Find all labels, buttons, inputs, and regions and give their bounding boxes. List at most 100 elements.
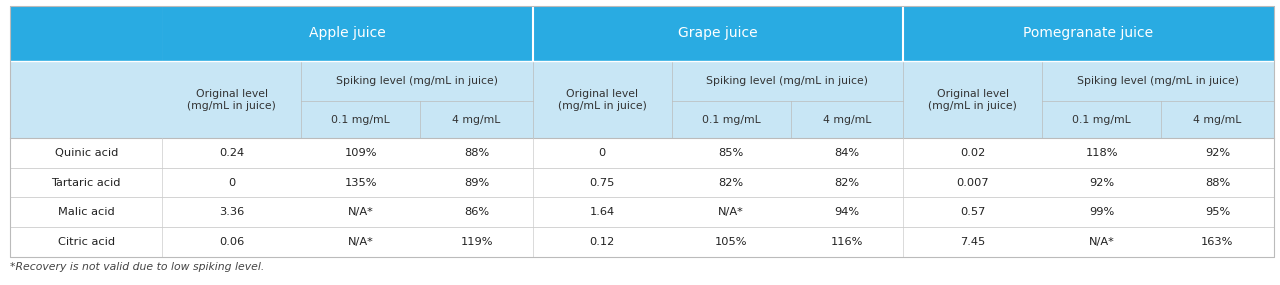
Bar bbox=[10, 6, 1274, 256]
Text: 84%: 84% bbox=[835, 148, 860, 158]
Text: 88%: 88% bbox=[1204, 178, 1230, 188]
Text: N/A*: N/A* bbox=[348, 237, 374, 247]
Text: 95%: 95% bbox=[1204, 207, 1230, 217]
Bar bbox=[532, 61, 672, 138]
Text: 85%: 85% bbox=[718, 148, 744, 158]
Text: Spiking level (mg/mL in juice): Spiking level (mg/mL in juice) bbox=[337, 76, 498, 86]
Bar bbox=[791, 168, 904, 198]
Text: 4 mg/mL: 4 mg/mL bbox=[1193, 115, 1242, 125]
Bar bbox=[1042, 61, 1274, 101]
Bar bbox=[420, 138, 532, 168]
Text: Original level
(mg/mL in juice): Original level (mg/mL in juice) bbox=[928, 89, 1018, 111]
Bar bbox=[1042, 138, 1161, 168]
Bar bbox=[1161, 227, 1274, 256]
Text: 118%: 118% bbox=[1085, 148, 1117, 158]
Text: 3.36: 3.36 bbox=[219, 207, 244, 217]
Text: 135%: 135% bbox=[344, 178, 378, 188]
Text: 105%: 105% bbox=[716, 237, 748, 247]
Bar bbox=[672, 227, 791, 256]
Bar bbox=[1042, 198, 1161, 227]
Bar bbox=[301, 61, 532, 101]
Text: Spiking level (mg/mL in juice): Spiking level (mg/mL in juice) bbox=[1076, 76, 1239, 86]
Bar bbox=[904, 168, 1042, 198]
Text: 86%: 86% bbox=[463, 207, 489, 217]
Bar bbox=[791, 101, 904, 138]
Bar bbox=[1161, 101, 1274, 138]
Text: 94%: 94% bbox=[835, 207, 860, 217]
Text: Pomegranate juice: Pomegranate juice bbox=[1023, 27, 1153, 40]
Bar bbox=[301, 138, 420, 168]
Bar bbox=[1042, 227, 1161, 256]
Bar bbox=[1161, 198, 1274, 227]
Bar bbox=[1161, 168, 1274, 198]
Text: 0.007: 0.007 bbox=[956, 178, 989, 188]
Text: 0.1 mg/mL: 0.1 mg/mL bbox=[332, 115, 390, 125]
Text: N/A*: N/A* bbox=[718, 207, 744, 217]
Text: 0.24: 0.24 bbox=[219, 148, 244, 158]
Text: 92%: 92% bbox=[1204, 148, 1230, 158]
Text: 0.02: 0.02 bbox=[960, 148, 986, 158]
Bar bbox=[420, 227, 532, 256]
Text: 0.57: 0.57 bbox=[960, 207, 986, 217]
Text: 0.12: 0.12 bbox=[590, 237, 614, 247]
Bar bbox=[672, 198, 791, 227]
Bar bbox=[1042, 168, 1161, 198]
Bar bbox=[301, 101, 420, 138]
Text: Malic acid: Malic acid bbox=[58, 207, 115, 217]
Bar bbox=[10, 227, 163, 256]
Text: 82%: 82% bbox=[835, 178, 860, 188]
Bar bbox=[1042, 101, 1161, 138]
Text: Apple juice: Apple juice bbox=[310, 27, 387, 40]
Text: 109%: 109% bbox=[344, 148, 378, 158]
Text: 99%: 99% bbox=[1089, 207, 1115, 217]
Text: N/A*: N/A* bbox=[1089, 237, 1115, 247]
Bar bbox=[672, 101, 791, 138]
Bar bbox=[10, 6, 163, 61]
Bar bbox=[163, 168, 301, 198]
Bar bbox=[532, 138, 672, 168]
Bar bbox=[904, 61, 1042, 138]
Bar bbox=[301, 168, 420, 198]
Text: 163%: 163% bbox=[1201, 237, 1234, 247]
Bar bbox=[163, 61, 301, 138]
Bar bbox=[532, 198, 672, 227]
Bar bbox=[420, 101, 532, 138]
Text: *Recovery is not valid due to low spiking level.: *Recovery is not valid due to low spikin… bbox=[10, 262, 265, 272]
Text: Grape juice: Grape juice bbox=[678, 27, 758, 40]
Text: 0.1 mg/mL: 0.1 mg/mL bbox=[1073, 115, 1132, 125]
Text: Citric acid: Citric acid bbox=[58, 237, 115, 247]
Text: Quinic acid: Quinic acid bbox=[55, 148, 118, 158]
Bar bbox=[163, 6, 532, 61]
Bar bbox=[791, 138, 904, 168]
Text: 92%: 92% bbox=[1089, 178, 1114, 188]
Text: 4 mg/mL: 4 mg/mL bbox=[823, 115, 872, 125]
Bar bbox=[791, 227, 904, 256]
Bar bbox=[904, 227, 1042, 256]
Text: 116%: 116% bbox=[831, 237, 863, 247]
Bar bbox=[301, 227, 420, 256]
Text: 4 mg/mL: 4 mg/mL bbox=[452, 115, 500, 125]
Text: Spiking level (mg/mL in juice): Spiking level (mg/mL in juice) bbox=[707, 76, 868, 86]
Bar bbox=[163, 227, 301, 256]
Bar bbox=[10, 198, 163, 227]
Bar bbox=[301, 198, 420, 227]
Text: 7.45: 7.45 bbox=[960, 237, 986, 247]
Bar bbox=[163, 138, 301, 168]
Bar bbox=[672, 61, 904, 101]
Text: 1.64: 1.64 bbox=[590, 207, 614, 217]
Bar bbox=[791, 198, 904, 227]
Text: 119%: 119% bbox=[461, 237, 493, 247]
Text: Original level
(mg/mL in juice): Original level (mg/mL in juice) bbox=[558, 89, 646, 111]
Text: Original level
(mg/mL in juice): Original level (mg/mL in juice) bbox=[187, 89, 276, 111]
Text: 89%: 89% bbox=[463, 178, 489, 188]
Bar bbox=[10, 61, 163, 138]
Text: 0: 0 bbox=[228, 178, 236, 188]
Bar bbox=[10, 168, 163, 198]
Bar bbox=[163, 198, 301, 227]
Bar bbox=[420, 168, 532, 198]
Bar bbox=[904, 198, 1042, 227]
Text: N/A*: N/A* bbox=[348, 207, 374, 217]
Text: 0.75: 0.75 bbox=[590, 178, 614, 188]
Bar bbox=[672, 138, 791, 168]
Bar bbox=[532, 168, 672, 198]
